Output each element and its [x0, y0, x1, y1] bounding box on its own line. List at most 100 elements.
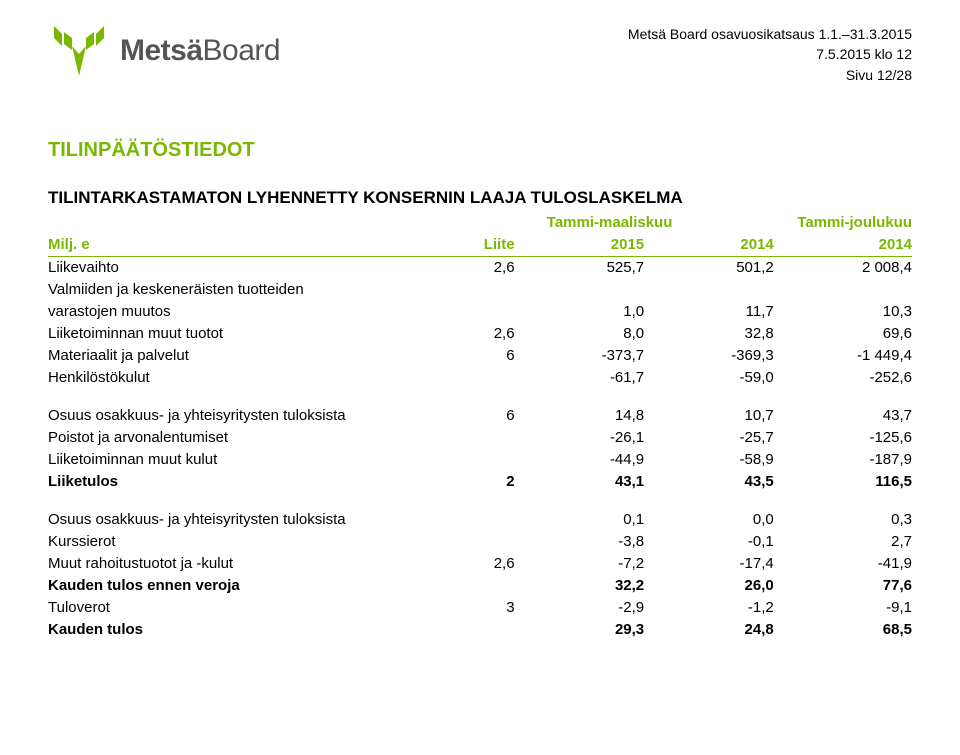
meta-line-3: Sivu 12/28: [628, 65, 912, 85]
table-row: Kauden tulos ennen veroja 32,226,077,6: [48, 575, 912, 597]
row-label: Materiaalit ja palvelut: [48, 345, 445, 367]
table-row: Kauden tulos 29,324,868,5: [48, 619, 912, 641]
row-v3: 2 008,4: [774, 256, 912, 279]
row-v3: 10,3: [774, 301, 912, 323]
row-v3: -187,9: [774, 449, 912, 471]
row-v3: -125,6: [774, 427, 912, 449]
spacer-row: [48, 389, 912, 405]
table-row: varastojen muutos1,011,710,3: [48, 301, 912, 323]
table-row: Liiketoiminnan muut kulut -44,9-58,9-187,…: [48, 449, 912, 471]
col-liite-header: Liite: [445, 233, 514, 256]
header-meta: Metsä Board osavuosikatsaus 1.1.–31.3.20…: [628, 24, 912, 85]
row-v1: 32,2: [515, 575, 645, 597]
row-v2: 26,0: [644, 575, 774, 597]
row-label: varastojen muutos: [48, 301, 445, 323]
table-row: Tuloverot3-2,9-1,2-9,1: [48, 597, 912, 619]
row-liite: 2: [445, 471, 514, 493]
column-header-row: Milj. eLiite201520142014: [48, 233, 912, 256]
row-v3: 2,7: [774, 531, 912, 553]
row-v1: 29,3: [515, 619, 645, 641]
row-v1: -3,8: [515, 531, 645, 553]
row-v3: -252,6: [774, 367, 912, 389]
row-label: Muut rahoitustuotot ja -kulut: [48, 553, 445, 575]
row-v1: -7,2: [515, 553, 645, 575]
table-row: Osuus osakkuus- ja yhteisyritysten tulok…: [48, 509, 912, 531]
meta-line-1: Metsä Board osavuosikatsaus 1.1.–31.3.20…: [628, 24, 912, 44]
row-liite: [445, 509, 514, 531]
row-label: Liiketoiminnan muut kulut: [48, 449, 445, 471]
row-v3: 77,6: [774, 575, 912, 597]
row-label: Tuloverot: [48, 597, 445, 619]
row-label: Kurssierot: [48, 531, 445, 553]
row-v2: -58,9: [644, 449, 774, 471]
row-v3: 69,6: [774, 323, 912, 345]
table-row: Liiketoiminnan muut tuotot2,68,032,869,6: [48, 323, 912, 345]
row-label: Osuus osakkuus- ja yhteisyritysten tulok…: [48, 405, 445, 427]
col-y1-header: 2015: [515, 233, 645, 256]
meta-line-2: 7.5.2015 klo 12: [628, 44, 912, 64]
row-liite: [445, 449, 514, 471]
col-y3-header: 2014: [774, 233, 912, 256]
row-v2: 24,8: [644, 619, 774, 641]
period-right: Tammi-joulukuu: [774, 212, 912, 234]
row-liite: [445, 427, 514, 449]
row-label: Liiketoiminnan muut tuotot: [48, 323, 445, 345]
row-liite: [445, 619, 514, 641]
row-v1: -44,9: [515, 449, 645, 471]
row-v1: -26,1: [515, 427, 645, 449]
row-liite: [445, 367, 514, 389]
brand-name-bold: Metsä: [120, 34, 203, 67]
row-liite: 2,6: [445, 323, 514, 345]
row-liite: 6: [445, 345, 514, 367]
table-row: Kurssierot -3,8-0,12,7: [48, 531, 912, 553]
col-label-header: Milj. e: [48, 233, 445, 256]
row-v2: -369,3: [644, 345, 774, 367]
row-v1: 0,1: [515, 509, 645, 531]
table-row: Valmiiden ja keskeneräisten tuotteiden: [48, 279, 912, 301]
col-y2-header: 2014: [644, 233, 774, 256]
table-row: Liiketulos243,143,5116,5: [48, 471, 912, 493]
row-v1: -2,9: [515, 597, 645, 619]
row-v3: 116,5: [774, 471, 912, 493]
row-liite: [445, 531, 514, 553]
row-liite: 2,6: [445, 256, 514, 279]
row-v1: 1,0: [515, 301, 645, 323]
row-label: Kauden tulos ennen veroja: [48, 575, 445, 597]
row-v3: 68,5: [774, 619, 912, 641]
row-v2: -59,0: [644, 367, 774, 389]
brand-name-light: Board: [203, 34, 281, 67]
row-v2: -17,4: [644, 553, 774, 575]
row-label: Kauden tulos: [48, 619, 445, 641]
row-v1: -61,7: [515, 367, 645, 389]
row-liite: [445, 575, 514, 597]
table-row: Henkilöstökulut -61,7-59,0-252,6: [48, 367, 912, 389]
row-v1: 43,1: [515, 471, 645, 493]
row-liite: 6: [445, 405, 514, 427]
row-v3: -41,9: [774, 553, 912, 575]
row-v2: 0,0: [644, 509, 774, 531]
row-liite: 2,6: [445, 553, 514, 575]
section-title: TILINPÄÄTÖSTIEDOT: [48, 139, 912, 162]
moose-icon: [48, 24, 110, 78]
row-label: Henkilöstökulut: [48, 367, 445, 389]
table-row: Osuus osakkuus- ja yhteisyritysten tulok…: [48, 405, 912, 427]
row-v1: 525,7: [515, 256, 645, 279]
row-v2: 501,2: [644, 256, 774, 279]
row-v3: 43,7: [774, 405, 912, 427]
brand-name: MetsäBoard: [120, 34, 280, 68]
row-label: Valmiiden ja keskeneräisten tuotteiden: [48, 279, 445, 301]
row-v1: 8,0: [515, 323, 645, 345]
table-row: Muut rahoitustuotot ja -kulut2,6-7,2-17,…: [48, 553, 912, 575]
row-v2: -0,1: [644, 531, 774, 553]
row-v2: 10,7: [644, 405, 774, 427]
row-liite: [445, 301, 514, 323]
row-v2: 43,5: [644, 471, 774, 493]
page-header: MetsäBoard Metsä Board osavuosikatsaus 1…: [48, 24, 912, 85]
spacer-row: [48, 493, 912, 509]
income-statement-table: Tammi-maaliskuuTammi-joulukuuMilj. eLiit…: [48, 212, 912, 641]
row-label: Osuus osakkuus- ja yhteisyritysten tulok…: [48, 509, 445, 531]
period-header-row: Tammi-maaliskuuTammi-joulukuu: [48, 212, 912, 234]
table-row: Materiaalit ja palvelut6-373,7-369,3-1 4…: [48, 345, 912, 367]
row-v2: -1,2: [644, 597, 774, 619]
period-left: Tammi-maaliskuu: [445, 212, 773, 234]
